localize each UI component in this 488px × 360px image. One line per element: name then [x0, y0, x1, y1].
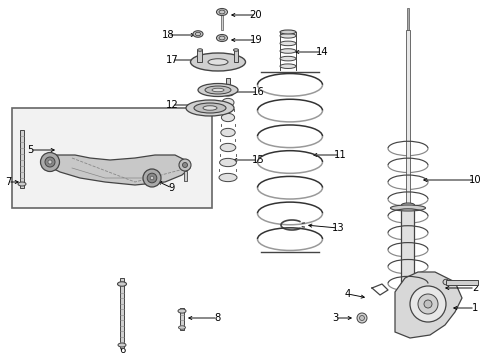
Text: 5: 5	[27, 145, 33, 155]
Circle shape	[48, 160, 52, 164]
Circle shape	[179, 159, 191, 171]
Ellipse shape	[219, 174, 237, 182]
Text: 11: 11	[333, 150, 346, 160]
Ellipse shape	[212, 88, 224, 92]
Ellipse shape	[219, 10, 224, 14]
Bar	[226, 78, 229, 93]
Ellipse shape	[204, 86, 230, 94]
Bar	[401, 205, 414, 310]
Ellipse shape	[185, 100, 234, 116]
Circle shape	[45, 157, 55, 167]
Circle shape	[150, 176, 154, 180]
Ellipse shape	[280, 64, 295, 68]
Bar	[445, 279, 477, 284]
Text: 6: 6	[119, 345, 125, 355]
Text: 18: 18	[162, 30, 174, 40]
Circle shape	[417, 294, 437, 314]
Ellipse shape	[198, 84, 238, 96]
Ellipse shape	[280, 49, 295, 53]
Text: 7: 7	[5, 177, 11, 187]
Text: 13: 13	[331, 223, 344, 233]
Ellipse shape	[222, 98, 234, 107]
Text: 16: 16	[251, 87, 264, 97]
Text: 15: 15	[251, 155, 264, 165]
Ellipse shape	[280, 56, 295, 61]
Text: 17: 17	[165, 55, 178, 65]
Bar	[406, 30, 409, 205]
Ellipse shape	[178, 326, 185, 329]
Circle shape	[147, 173, 157, 183]
Ellipse shape	[220, 143, 235, 152]
Ellipse shape	[197, 49, 202, 51]
Bar	[12, 108, 212, 208]
Text: 10: 10	[468, 175, 480, 185]
Bar	[183, 171, 186, 181]
Ellipse shape	[219, 36, 224, 40]
Ellipse shape	[233, 49, 238, 51]
Circle shape	[142, 169, 161, 187]
Ellipse shape	[117, 282, 126, 286]
Circle shape	[182, 162, 187, 167]
Circle shape	[356, 313, 366, 323]
Ellipse shape	[190, 53, 245, 71]
Ellipse shape	[280, 30, 295, 34]
Ellipse shape	[280, 41, 295, 46]
Ellipse shape	[401, 203, 414, 207]
Ellipse shape	[195, 32, 201, 36]
Bar	[233, 50, 238, 62]
Ellipse shape	[203, 106, 217, 110]
Ellipse shape	[178, 309, 185, 313]
Text: 19: 19	[249, 35, 262, 45]
Circle shape	[423, 300, 431, 308]
Text: 4: 4	[344, 289, 350, 299]
Text: 8: 8	[214, 313, 221, 323]
Circle shape	[409, 286, 445, 322]
Circle shape	[359, 315, 364, 320]
Text: 12: 12	[165, 100, 178, 110]
Text: 3: 3	[331, 313, 337, 323]
Text: 2: 2	[471, 283, 477, 293]
Ellipse shape	[193, 31, 203, 37]
Ellipse shape	[221, 129, 235, 137]
Bar	[120, 278, 124, 348]
Bar	[406, 8, 408, 30]
Ellipse shape	[118, 343, 126, 347]
Bar	[20, 130, 24, 188]
Circle shape	[41, 153, 60, 171]
Bar	[180, 308, 183, 330]
Ellipse shape	[216, 9, 227, 15]
Polygon shape	[394, 272, 461, 338]
Text: 1: 1	[471, 303, 477, 313]
Polygon shape	[45, 155, 190, 185]
Ellipse shape	[221, 113, 234, 122]
Ellipse shape	[390, 205, 425, 211]
Ellipse shape	[442, 279, 448, 285]
Ellipse shape	[207, 59, 227, 65]
Ellipse shape	[18, 182, 26, 186]
Ellipse shape	[219, 158, 236, 167]
Bar	[220, 12, 223, 30]
Ellipse shape	[222, 90, 234, 96]
Text: 9: 9	[168, 183, 175, 193]
Ellipse shape	[280, 33, 295, 38]
Text: 14: 14	[315, 47, 327, 57]
Ellipse shape	[194, 103, 225, 113]
Text: 20: 20	[249, 10, 262, 20]
Bar	[197, 50, 202, 62]
Ellipse shape	[216, 35, 227, 41]
